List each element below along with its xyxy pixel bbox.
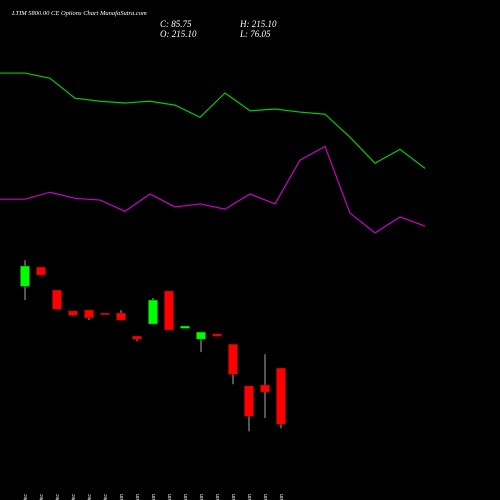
candle-body: [100, 312, 110, 315]
x-tick-label: 09 Jan: [183, 494, 189, 500]
x-tick-label: 22 Jan: [263, 494, 269, 500]
x-tick-label: 19 Dec: [23, 494, 29, 500]
indicator-line: [0, 72, 426, 169]
candle-body: [84, 309, 94, 319]
x-tick-label: 24 Dec: [54, 494, 61, 500]
candle-body: [212, 333, 222, 337]
candle-body: [260, 384, 270, 393]
candle-body: [36, 266, 46, 276]
low-label: L: 76.05: [239, 29, 271, 39]
x-tick-label: 02 Jan: [119, 494, 125, 500]
candle-body: [164, 290, 174, 331]
candle-body: [116, 312, 126, 321]
x-tick-label: 13 Jan: [199, 494, 205, 500]
chart-title: LTIM 5800.00 CE Options Chart MunafaSutr…: [11, 10, 147, 17]
x-tick-label: 26 Dec: [71, 494, 77, 500]
candle-body: [20, 265, 30, 287]
candle-body: [196, 331, 206, 340]
x-tick-label: 08 Jan: [167, 494, 173, 500]
x-tick-label: 30 Dec: [87, 494, 93, 500]
x-tick-label: 23 Jan: [279, 494, 285, 500]
x-tick-label: 07 Jan: [151, 494, 157, 500]
open-label: O: 215.10: [160, 29, 197, 39]
x-tick-label: 31 Dec: [103, 494, 109, 500]
x-tick-label: 23 Dec: [39, 494, 45, 500]
x-tick-label: 14 Jan: [214, 494, 221, 500]
candle-body: [276, 367, 286, 425]
x-tick-label: 06 Jan: [135, 494, 141, 500]
close-label: C: 85.75: [160, 19, 192, 29]
candle-body: [132, 335, 142, 340]
candle-body: [228, 344, 238, 375]
candle-body: [244, 385, 254, 417]
candle-body: [52, 289, 62, 310]
candle-body: [68, 310, 78, 316]
indicator-line: [0, 145, 426, 234]
high-label: H: 215.10: [239, 19, 277, 29]
x-tick-label: 21 Jan: [247, 494, 253, 500]
x-tick-label: 20 Jan: [231, 494, 237, 500]
candle-body: [148, 299, 158, 325]
candle-body: [180, 325, 190, 329]
